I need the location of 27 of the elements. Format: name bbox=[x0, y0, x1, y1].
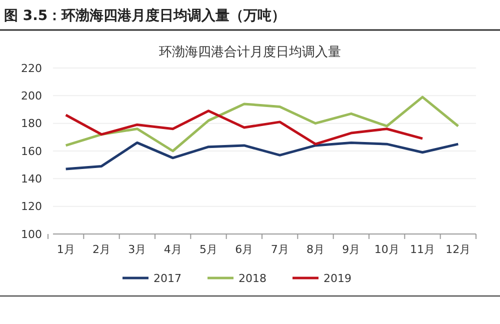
line-series bbox=[64, 96, 460, 152]
x-tick-label: 7月 bbox=[270, 243, 289, 256]
x-tick-label: 4月 bbox=[164, 243, 182, 256]
x-tick-label: 12月 bbox=[446, 243, 471, 256]
y-tick-label: 120 bbox=[21, 200, 42, 214]
legend-label: 2017 bbox=[154, 272, 182, 285]
y-tick-label: 220 bbox=[21, 62, 42, 75]
y-tick-label: 140 bbox=[21, 172, 42, 186]
x-tick-label: 2月 bbox=[92, 243, 110, 256]
line-series bbox=[64, 110, 424, 146]
line-series bbox=[64, 141, 460, 170]
x-tick-label: 6月 bbox=[235, 243, 254, 256]
x-tick-label: 11月 bbox=[410, 243, 435, 256]
legend-label: 2018 bbox=[238, 272, 266, 285]
y-tick-label: 160 bbox=[21, 144, 42, 158]
x-tick-label: 9月 bbox=[342, 243, 360, 256]
x-tick-label: 10月 bbox=[374, 243, 400, 256]
chart-subtitle: 环渤海四港合计月度日均调入量 bbox=[159, 44, 341, 60]
y-tick-label: 200 bbox=[21, 90, 42, 103]
chart-title: 图 3.5：环渤海四港月度日均调入量（万吨） bbox=[4, 7, 286, 24]
y-tick-label: 180 bbox=[21, 117, 42, 130]
legend-label: 2019 bbox=[324, 272, 352, 285]
x-tick-label: 8月 bbox=[306, 243, 324, 256]
x-tick-label: 5月 bbox=[200, 243, 218, 256]
y-tick-label: 100 bbox=[21, 228, 42, 241]
x-tick-label: 1月 bbox=[56, 243, 75, 256]
x-tick-label: 3月 bbox=[128, 243, 146, 256]
